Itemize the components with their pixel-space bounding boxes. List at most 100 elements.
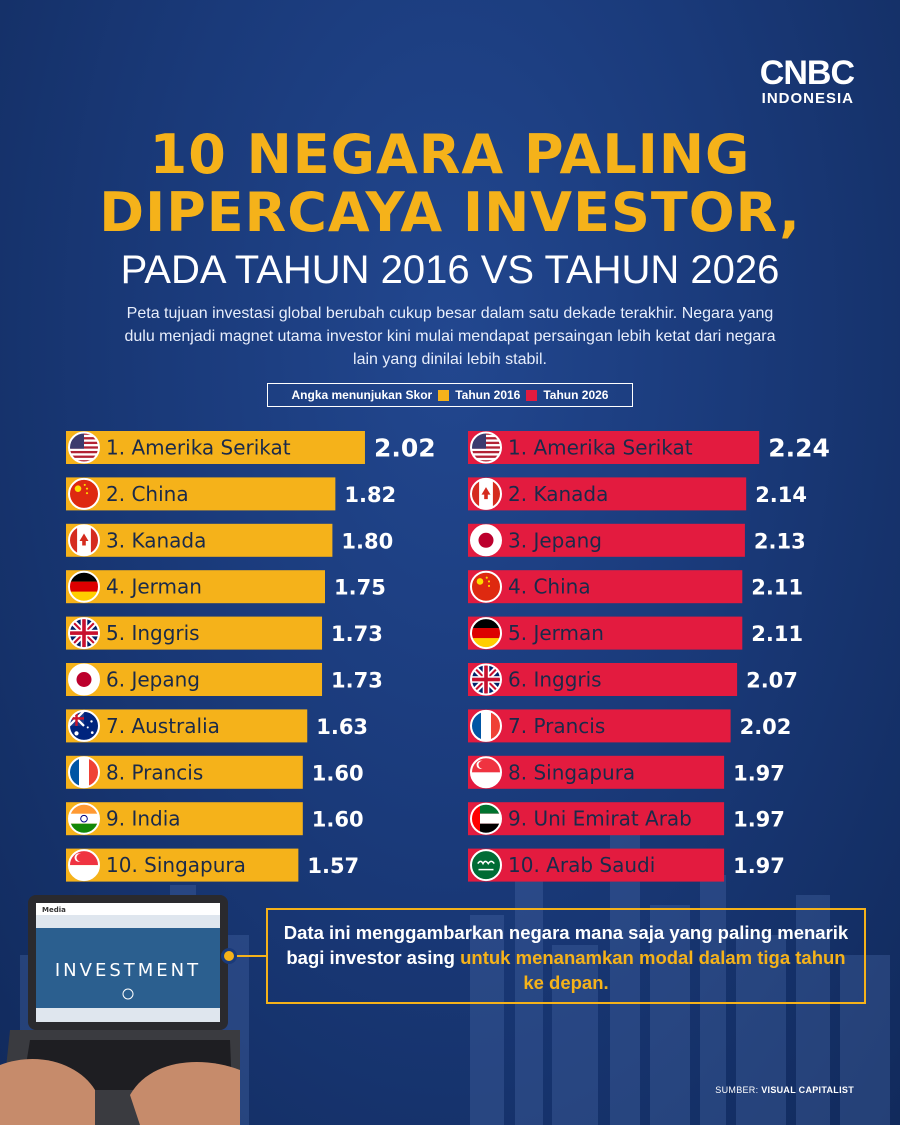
bar-category-label: 4. China xyxy=(508,575,591,599)
legend-swatch-2016 xyxy=(438,389,450,401)
bar xyxy=(468,663,738,696)
bar-row: 2. China 1.82 xyxy=(66,477,396,511)
bar-category-label: 10. Singapura xyxy=(106,853,246,877)
bar-value-label: 1.80 xyxy=(341,529,393,553)
flag-fr-icon xyxy=(69,757,99,788)
bar-row: 4. China 2.11 xyxy=(468,570,803,604)
bar-value-label: 1.60 xyxy=(312,761,364,785)
bar xyxy=(468,616,743,650)
bar-row: 7. Prancis 2.02 xyxy=(468,709,792,743)
cnbc-logo: CNBC INDONESIA xyxy=(759,54,855,108)
flag-de-icon xyxy=(69,571,99,602)
laptop-illustration: Media INVESTMENT xyxy=(0,895,240,1125)
bar-value-label: 1.97 xyxy=(733,761,785,785)
bar-row: 6. Inggris 2.07 xyxy=(468,663,798,696)
bar-value-label: 1.73 xyxy=(331,669,383,693)
bar-category-label: 7. Australia xyxy=(106,714,220,738)
bar xyxy=(66,431,365,464)
bar-value-label: 1.82 xyxy=(344,483,396,507)
bar-row: 10. Arab Saudi 1.97 xyxy=(468,848,785,882)
bar xyxy=(66,477,336,511)
legend-swatch-2026 xyxy=(526,389,538,401)
bar-category-label: 9. Uni Emirat Arab xyxy=(508,807,692,831)
source-label: SUMBER: xyxy=(715,1085,759,1095)
bar xyxy=(468,431,760,464)
logo-sub-text: INDONESIA xyxy=(761,90,854,107)
bar-category-label: 6. Jepang xyxy=(106,668,200,692)
bar-value-label: 2.02 xyxy=(374,434,436,463)
flag-sg-icon xyxy=(69,850,99,881)
bar xyxy=(468,848,725,882)
bar xyxy=(66,755,303,789)
bar-row: 2. Kanada 2.14 xyxy=(468,477,807,511)
bar-row: 7. Australia 1.63 xyxy=(66,709,368,743)
bar xyxy=(468,477,747,511)
bar-value-label: 2.11 xyxy=(751,576,803,600)
bar-category-label: 3. Kanada xyxy=(106,528,206,552)
bar-row: 10. Singapura 1.57 xyxy=(66,848,359,882)
bar xyxy=(468,802,725,836)
bar xyxy=(66,802,303,836)
bar xyxy=(66,523,333,557)
bar xyxy=(66,848,299,882)
note-text: Data ini menggambarkan negara mana saja … xyxy=(283,922,849,968)
bar-category-label: 5. Inggris xyxy=(106,621,200,645)
bar-row: 3. Jepang 2.13 xyxy=(468,523,806,557)
note-highlight: untuk menanamkan modal dalam tiga tahun … xyxy=(460,947,846,993)
bar-value-label: 2.02 xyxy=(740,715,792,739)
bar-row: 8. Prancis 1.60 xyxy=(66,755,364,789)
bar-category-label: 10. Arab Saudi xyxy=(508,853,655,877)
laptop-brand: Media xyxy=(42,906,66,914)
bar-row: 5. Jerman 2.11 xyxy=(468,616,803,650)
bar-category-label: 3. Jepang xyxy=(508,528,602,552)
bar-category-label: 8. Prancis xyxy=(106,760,203,784)
bar-row: 9. India 1.60 xyxy=(66,802,364,836)
bar-row: 6. Jepang 1.73 xyxy=(66,663,383,696)
bar-category-label: 2. Kanada xyxy=(508,482,608,506)
bar-row: 3. Kanada 1.80 xyxy=(66,523,393,557)
bar-value-label: 1.57 xyxy=(307,854,359,878)
bar-value-label: 1.73 xyxy=(331,622,383,646)
note-connector-line xyxy=(226,955,268,957)
bar-category-label: 1. Amerika Serikat xyxy=(508,436,693,460)
bar-row: 1. Amerika Serikat 2.24 xyxy=(468,431,830,464)
title-line-1: 10 NEGARA PALING xyxy=(149,123,751,186)
bar-value-label: 1.60 xyxy=(312,808,364,832)
source: SUMBER: VISUAL CAPITALIST xyxy=(715,1085,854,1095)
bar xyxy=(468,523,745,557)
flag-in-icon xyxy=(69,803,99,834)
bar-category-label: 9. India xyxy=(106,807,181,831)
bar-row: 4. Jerman 1.75 xyxy=(66,570,386,604)
bar-value-label: 2.13 xyxy=(754,529,806,553)
bar-category-label: 1. Amerika Serikat xyxy=(106,436,291,460)
bar-value-label: 1.75 xyxy=(334,576,386,600)
title-line-2: DIPERCAYA INVESTOR, xyxy=(99,181,801,244)
flag-sg-icon xyxy=(471,757,501,788)
source-name: VISUAL CAPITALIST xyxy=(761,1085,854,1095)
bar xyxy=(66,570,325,604)
bar-category-label: 4. Jerman xyxy=(106,575,202,599)
bar xyxy=(468,709,731,743)
bar-category-label: 5. Jerman xyxy=(508,621,604,645)
bar xyxy=(66,663,323,696)
legend-series-2026: Tahun 2026 xyxy=(543,388,609,402)
bar-value-label: 2.24 xyxy=(768,434,830,463)
bar-row: 5. Inggris 1.73 xyxy=(66,616,383,650)
bar xyxy=(66,616,323,650)
legend: Angka menunjukan Skor Tahun 2016 Tahun 2… xyxy=(267,383,633,407)
bar-category-label: 8. Singapura xyxy=(508,760,635,784)
legend-series-2016: Tahun 2016 xyxy=(455,388,521,402)
bar-row: 8. Singapura 1.97 xyxy=(468,755,785,789)
bar-chart: 1. Amerika Serikat 2.02 2. China 1.82 3. Kan… xyxy=(66,431,830,882)
bar xyxy=(468,570,743,604)
title-line-3: PADA TAHUN 2016 VS TAHUN 2026 xyxy=(120,248,780,292)
bar-value-label: 2.07 xyxy=(746,669,798,693)
bar-value-label: 1.97 xyxy=(733,854,785,878)
flag-de-icon xyxy=(471,618,501,649)
bar-category-label: 2. China xyxy=(106,482,189,506)
bar-row: 1. Amerika Serikat 2.02 xyxy=(66,431,436,464)
bar-category-label: 7. Prancis xyxy=(508,714,605,738)
flag-fr-icon xyxy=(471,710,501,741)
logo-main-text: CNBC xyxy=(759,54,855,92)
bar-value-label: 2.11 xyxy=(751,622,803,646)
